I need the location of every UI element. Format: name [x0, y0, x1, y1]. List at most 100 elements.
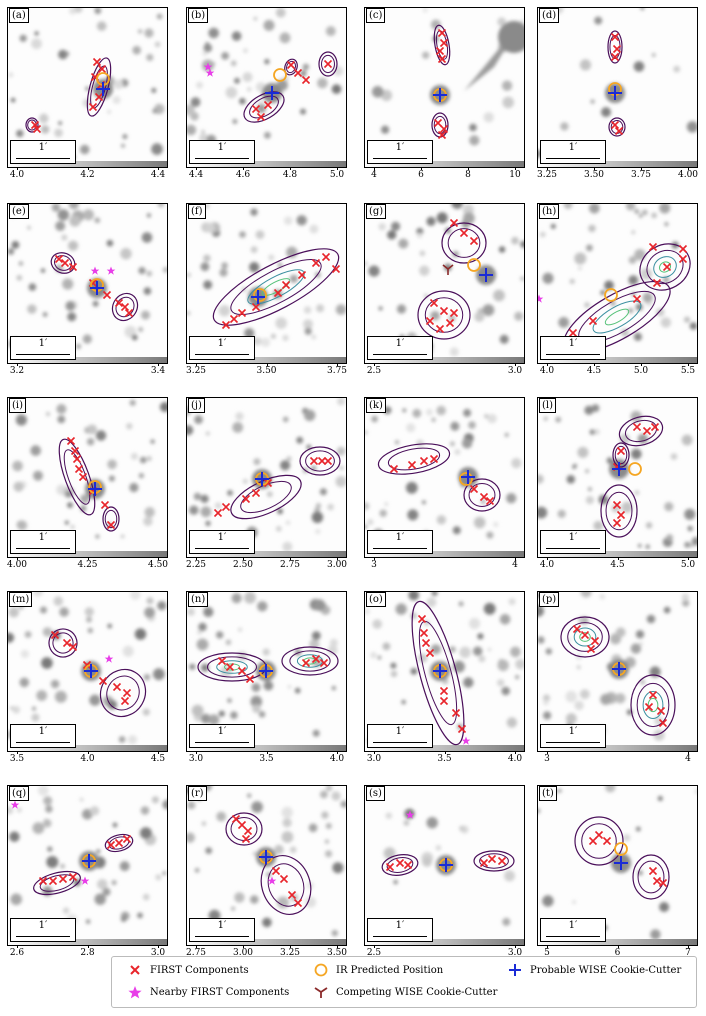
x-axis-ticks: 4.0 4.5 5.0 [537, 557, 698, 574]
panel-label: (e) [9, 204, 29, 219]
tick-mark [290, 557, 291, 560]
tick-label: 5.0 [329, 170, 345, 180]
scale-bar-line [16, 547, 70, 549]
tick-mark [374, 751, 375, 754]
x-axis-ticks: 3.25 3.50 3.75 [185, 363, 347, 380]
tick-label: 3.0 [507, 948, 523, 958]
tick-mark [196, 167, 197, 170]
tick-mark [617, 945, 619, 948]
cutout-panel: (m) 1′ 3.5 4.0 4.5 [7, 591, 168, 764]
tick-mark [243, 945, 244, 948]
scale-bar: 1′ [189, 724, 255, 748]
scale-bar-line [16, 353, 70, 355]
tick-mark [87, 557, 89, 560]
cutout-panel: (k) 1′ 3 4 [364, 397, 525, 570]
x-axis-ticks: 3.0 3.5 4.0 [364, 751, 525, 768]
tick-mark [594, 167, 595, 170]
scale-bar: 1′ [189, 140, 255, 164]
panel-label: (r) [188, 786, 207, 801]
tick-label: 3.25 [185, 366, 207, 376]
tick-mark [158, 751, 159, 754]
tick-label: 5.0 [680, 560, 696, 570]
tick-label: 4.0 [507, 754, 523, 764]
scale-bar-line [195, 353, 249, 355]
x-axis-ticks: 2.75 3.00 3.25 3.50 [186, 945, 347, 962]
cutout-panel: (i) 1′ 4.00 4.25 4.50 [7, 397, 168, 570]
tick-mark [243, 167, 244, 170]
scale-bar: 1′ [367, 140, 433, 164]
cutout-panel: (n) 1′ 3.0 3.5 4.0 [186, 591, 347, 764]
legend-competing-label: Competing WISE Cookie-Cutter [336, 986, 498, 998]
scale-bar: 1′ [10, 140, 76, 164]
scale-bar-label: 1′ [38, 142, 48, 153]
tick-mark [515, 945, 516, 948]
tick-label: 4.2 [80, 170, 95, 180]
scale-bar: 1′ [540, 918, 606, 942]
tick-label: 2.8 [80, 948, 95, 958]
cutout-panel: (l) 1′ 4.0 4.5 5.0 [537, 397, 698, 570]
tick-label: 4.4 [188, 170, 204, 180]
tick-mark [547, 557, 548, 560]
tick-label: 5.5 [680, 366, 696, 376]
x-axis-ticks: 2.5 3.0 [364, 363, 525, 380]
tick-mark [547, 167, 548, 170]
panel-label: (b) [188, 8, 209, 23]
scale-bar: 1′ [367, 530, 433, 554]
tick-mark [87, 167, 89, 170]
tick-mark [337, 557, 338, 560]
tick-label: 4 [371, 170, 377, 180]
legend-nearby: Nearby FIRST Components [126, 985, 289, 999]
cutout-panel: (d) 1′ 3.25 3.50 3.75 4.00 [537, 7, 698, 180]
magenta-star-icon [128, 986, 142, 999]
tick-label: 4.0 [329, 754, 345, 764]
panel-label: (t) [539, 786, 557, 801]
panel-label: (c) [366, 8, 386, 23]
scale-bar: 1′ [10, 724, 76, 748]
tick-label: 3.0 [150, 948, 166, 958]
tick-mark [547, 751, 548, 754]
tick-mark [688, 557, 689, 560]
tick-label: 2.50 [232, 560, 254, 570]
tick-label: 3.5 [9, 754, 25, 764]
scale-bar-label: 1′ [568, 142, 578, 153]
tick-label: 3 [544, 754, 550, 764]
x-axis-ticks: 4.0 4.2 4.4 [7, 167, 168, 184]
scale-bar: 1′ [367, 336, 433, 360]
tick-mark [196, 363, 197, 366]
cutout-panel: (c) 1′ 4 6 8 10 [364, 7, 525, 180]
tick-mark [421, 167, 422, 170]
scale-bar: 1′ [189, 336, 255, 360]
tick-label: 3.25 [536, 170, 558, 180]
tick-mark [547, 945, 548, 948]
scale-bar-label: 1′ [217, 532, 227, 543]
legend-ir: IR Predicted Position [312, 963, 443, 977]
tick-label: 4.0 [539, 366, 555, 376]
tick-mark [515, 751, 516, 754]
scale-bar: 1′ [540, 140, 606, 164]
red-cross-icon [130, 965, 140, 975]
tick-label: 4.5 [150, 754, 166, 764]
tick-label: 2.5 [366, 366, 382, 376]
cutout-panel: (h) 1′ 4.0 4.5 5.0 5.5 [537, 203, 698, 376]
scale-bar-label: 1′ [38, 920, 48, 931]
tick-label: 4.6 [235, 170, 251, 180]
tick-mark [17, 751, 18, 754]
tick-mark [266, 363, 268, 366]
tick-label: 5 [544, 948, 550, 958]
orange-circle-icon [314, 963, 328, 977]
tick-mark [515, 557, 516, 560]
tick-label: 3.50 [256, 366, 277, 376]
tick-mark [290, 945, 291, 948]
x-axis-ticks: 3.25 3.50 3.75 4.00 [536, 167, 698, 184]
scale-bar: 1′ [189, 530, 255, 554]
tick-mark [158, 167, 159, 170]
tick-mark [158, 945, 159, 948]
tick-mark [196, 751, 197, 754]
scale-bar-label: 1′ [395, 338, 405, 349]
panel-label: (q) [9, 786, 30, 801]
tick-label: 7 [685, 948, 691, 958]
tick-mark [243, 557, 244, 560]
scale-bar-label: 1′ [395, 920, 405, 931]
scale-bar-label: 1′ [395, 532, 405, 543]
